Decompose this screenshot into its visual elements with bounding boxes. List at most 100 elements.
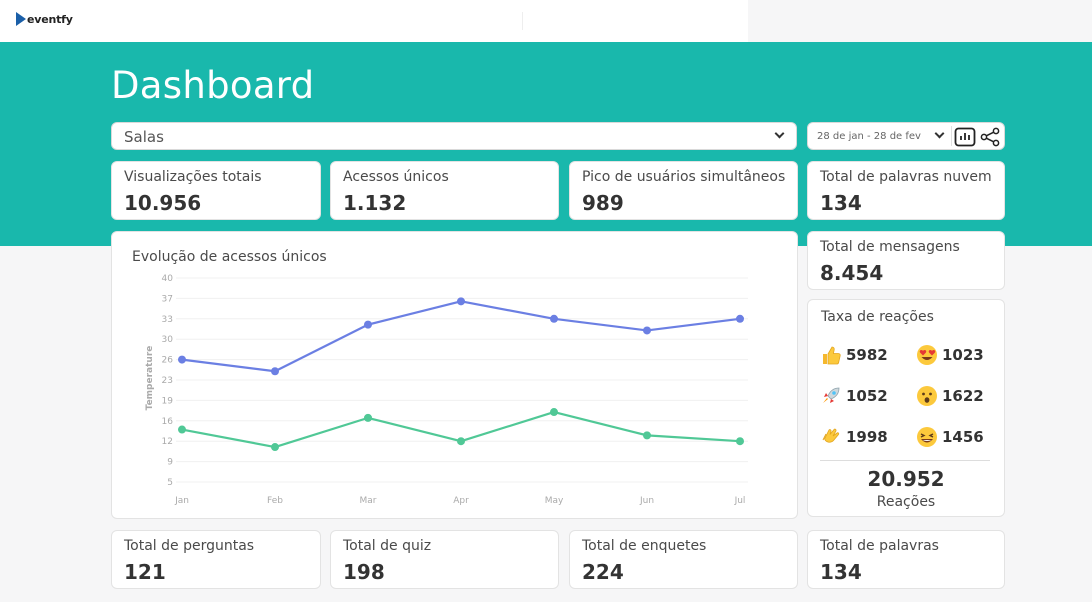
- stat-card-total-views: Visualizações totais 10.956: [111, 161, 321, 220]
- data-point: [736, 437, 744, 446]
- data-point: [643, 431, 651, 440]
- reaction-surprised: 1622: [916, 385, 984, 407]
- y-tick-label: 40: [162, 274, 174, 284]
- y-tick-label: 16: [162, 417, 174, 427]
- date-range-picker[interactable]: 28 de jan - 28 de fev: [807, 122, 1005, 150]
- y-axis-label: Temperature: [145, 346, 155, 411]
- reactions-total-label: Reações: [876, 494, 936, 510]
- data-point: [457, 297, 465, 306]
- chevron-down-icon: [774, 128, 785, 139]
- unique-access-chart-card: Evolução de acessos únicos 40 37 33 30 26 23 1…: [111, 231, 798, 519]
- reaction-count: 1998: [846, 428, 888, 446]
- stat-card-words: Total de palavras 134: [807, 530, 1005, 589]
- reactions-total: 20.952: [867, 467, 945, 491]
- reaction-laughing: 1456: [916, 426, 984, 448]
- stat-card-peak-users: Pico de usuários simultâneos 989: [569, 161, 798, 220]
- stat-value: 10.956: [124, 191, 202, 215]
- data-point: [364, 320, 372, 329]
- laughing-face-icon: [917, 427, 937, 447]
- reaction-clapping: 1998: [820, 426, 888, 448]
- reactions-card: Taxa de reações 5982 1023 1052: [807, 299, 1005, 517]
- stat-value: 121: [124, 560, 166, 584]
- stat-value: 134: [820, 191, 862, 215]
- data-point: [364, 413, 372, 422]
- clapping-hands-icon: [822, 428, 840, 443]
- stat-value: 224: [582, 560, 624, 584]
- y-tick-label: 12: [162, 437, 173, 447]
- data-point: [736, 314, 744, 323]
- stat-card-questions: Total de perguntas 121: [111, 530, 321, 589]
- stat-card-messages: Total de mensagens 8.454: [807, 231, 1005, 290]
- divider: [820, 460, 990, 461]
- y-tick-label: 5: [167, 478, 173, 488]
- chevron-down-icon: [934, 128, 945, 139]
- stat-value: 198: [343, 560, 385, 584]
- stat-card-polls: Total de enquetes 224: [569, 530, 798, 589]
- series-line: [181, 300, 741, 373]
- x-tick-label: Feb: [267, 496, 283, 506]
- chart-title: Evolução de acessos únicos: [132, 249, 327, 265]
- reaction-thumbs-up: 5982: [820, 344, 888, 366]
- stat-card-word-cloud: Total de palavras nuvem 134: [807, 161, 1005, 220]
- reaction-heart-eyes: 1023: [916, 344, 984, 366]
- y-tick-label: 33: [162, 315, 173, 325]
- x-tick-label: Apr: [453, 496, 469, 506]
- x-tick-label: May: [545, 496, 564, 506]
- y-tick-label: 9: [167, 458, 173, 468]
- room-select-value: Salas: [124, 128, 164, 146]
- y-tick-label: 37: [162, 294, 173, 304]
- stat-label: Pico de usuários simultâneos: [582, 169, 786, 185]
- room-select[interactable]: Salas: [111, 122, 797, 150]
- stat-label: Total de palavras nuvem: [820, 169, 992, 185]
- page-title: Dashboard: [111, 64, 315, 107]
- stat-value: 1.132: [343, 191, 407, 215]
- heart-eyes-icon: [917, 345, 937, 365]
- stat-label: Total de palavras: [820, 538, 939, 554]
- stat-label: Total de mensagens: [820, 239, 960, 255]
- y-tick-label: 30: [162, 335, 174, 345]
- y-tick-label: 19: [162, 396, 174, 406]
- reaction-count: 1456: [942, 428, 984, 446]
- divider: [951, 126, 952, 146]
- stat-card-unique-access: Acessos únicos 1.132: [330, 161, 559, 220]
- stat-label: Acessos únicos: [343, 169, 449, 185]
- stat-label: Visualizações totais: [124, 169, 262, 185]
- topbar-divider: [522, 12, 523, 30]
- stat-label: Total de quiz: [343, 538, 432, 554]
- rocket-icon: [823, 387, 840, 403]
- x-tick-label: Jun: [639, 496, 654, 506]
- y-tick-label: 23: [162, 376, 173, 386]
- data-point: [178, 425, 186, 434]
- data-point: [457, 437, 465, 446]
- eventfy-logo[interactable]: eventfy: [16, 12, 73, 26]
- bar-chart-icon[interactable]: [954, 127, 976, 147]
- share-icon[interactable]: [979, 127, 1001, 147]
- data-point: [178, 355, 186, 364]
- play-logo-icon: [16, 12, 26, 26]
- reaction-count: 1622: [942, 387, 984, 405]
- reactions-title: Taxa de reações: [821, 309, 934, 325]
- thumbs-up-icon: [823, 346, 841, 365]
- reaction-count: 1052: [846, 387, 888, 405]
- logo-text: eventfy: [27, 12, 73, 26]
- stat-label: Total de enquetes: [582, 538, 707, 554]
- data-point: [550, 314, 558, 323]
- stat-value: 989: [582, 191, 624, 215]
- reaction-count: 5982: [846, 346, 888, 364]
- x-tick-label: Mar: [360, 496, 377, 506]
- date-range-value: 28 de jan - 28 de fev: [817, 131, 921, 142]
- x-tick-label: Jul: [734, 496, 746, 506]
- top-bar: eventfy: [0, 0, 748, 42]
- stat-value: 134: [820, 560, 862, 584]
- x-tick-label: Jan: [174, 496, 189, 506]
- stat-value: 8.454: [820, 261, 884, 285]
- data-point: [550, 408, 558, 417]
- reaction-count: 1023: [942, 346, 984, 364]
- stat-card-quiz: Total de quiz 198: [330, 530, 559, 589]
- y-tick-label: 26: [162, 356, 174, 366]
- stat-label: Total de perguntas: [124, 538, 255, 554]
- reaction-rocket: 1052: [820, 385, 888, 407]
- surprised-face-icon: [917, 386, 937, 406]
- data-point: [271, 367, 279, 376]
